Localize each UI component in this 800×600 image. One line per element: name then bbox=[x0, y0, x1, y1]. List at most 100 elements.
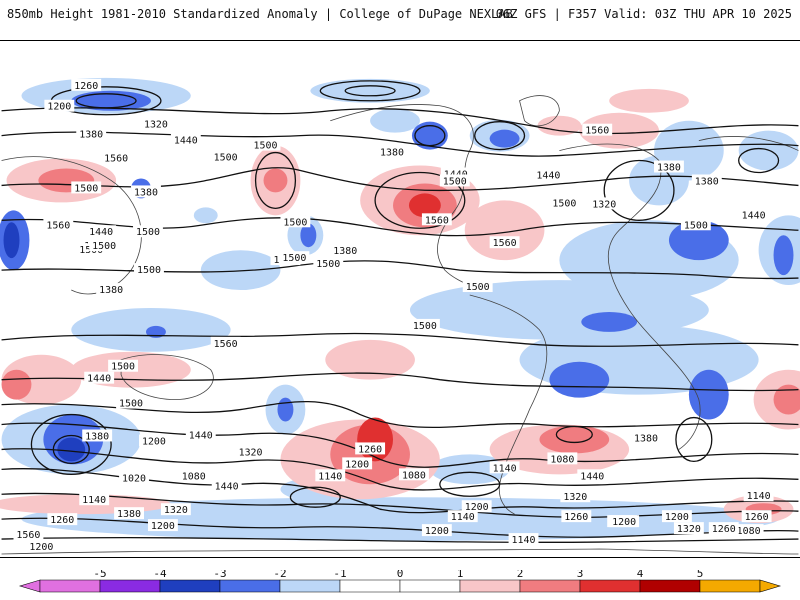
anomaly-region-pos1 bbox=[579, 112, 659, 149]
contour-label: 1380 bbox=[99, 285, 123, 296]
contour-label-bg bbox=[250, 138, 281, 151]
anomaly-region-pos2 bbox=[539, 425, 610, 454]
contour-line-6 bbox=[1, 372, 799, 392]
contour-label-bg bbox=[210, 336, 241, 349]
coastline-4 bbox=[698, 136, 799, 151]
contour-label-bg bbox=[160, 503, 191, 516]
colorbar-box bbox=[39, 579, 101, 593]
contour-label-bg bbox=[79, 493, 110, 506]
contour-label: 1200 bbox=[345, 459, 369, 470]
map-title: 850mb Height 1981-2010 Standardized Anom… bbox=[7, 7, 513, 21]
anomaly-region-neg2 bbox=[688, 369, 729, 420]
model-valid-time: 06Z GFS | F357 Valid: 03Z THU APR 10 202… bbox=[495, 7, 792, 21]
anomaly-region-neg2 bbox=[581, 311, 638, 332]
colorbar-right-arrow bbox=[759, 579, 782, 593]
contour-label-bg bbox=[185, 428, 216, 441]
contour-label-bg bbox=[421, 524, 452, 537]
anomaly-region-neg2 bbox=[489, 129, 520, 148]
closed-contour-12 bbox=[289, 486, 341, 508]
contour-label: 1500 bbox=[119, 399, 143, 410]
contour-label: 1380 bbox=[333, 246, 357, 257]
anomaly-region-neg2 bbox=[668, 220, 729, 261]
contour-line-7 bbox=[1, 400, 799, 429]
contour-label: 1440 bbox=[215, 481, 239, 492]
contour-label-bg bbox=[170, 133, 201, 146]
colorbar-tick-label: 0 bbox=[397, 570, 404, 580]
contour-label: 1560 bbox=[104, 154, 128, 165]
closed-contour-15 bbox=[675, 416, 713, 463]
anomaly-region-neg2 bbox=[411, 121, 448, 150]
contour-label: 1560 bbox=[425, 215, 449, 226]
contour-label-bg bbox=[82, 429, 113, 442]
contour-label-bg bbox=[178, 469, 209, 482]
contour-label: 1080 bbox=[402, 470, 426, 481]
contour-label: 1260 bbox=[712, 524, 736, 535]
colorbar-boxes bbox=[18, 579, 782, 593]
contour-line-10 bbox=[1, 468, 799, 514]
contour-label: 1140 bbox=[512, 535, 536, 546]
colorbar-tick-label: -3 bbox=[213, 570, 226, 580]
anomaly-region-neg3 bbox=[3, 222, 20, 259]
contour-label: 1380 bbox=[117, 509, 141, 520]
contour-label: 1260 bbox=[358, 444, 382, 455]
contour-label-bg bbox=[508, 533, 539, 546]
contour-label: 1200 bbox=[425, 526, 449, 537]
coastline-5 bbox=[120, 354, 214, 401]
anomaly-region-neg2 bbox=[549, 361, 610, 398]
contour-label-bg bbox=[582, 123, 613, 136]
contour-label: 1140 bbox=[82, 495, 106, 506]
closed-contour-14 bbox=[555, 425, 593, 444]
anomaly-region-pos1 bbox=[464, 200, 545, 261]
contour-label-bg bbox=[589, 197, 620, 210]
contour-label: 1440 bbox=[87, 374, 111, 385]
contour-label-bg bbox=[654, 160, 684, 173]
contour-label-bg bbox=[377, 145, 407, 158]
closed-contour-7 bbox=[374, 171, 466, 229]
contour-label-bg bbox=[86, 225, 117, 238]
anomaly-region-neg2 bbox=[277, 397, 294, 422]
contour-label-bg bbox=[44, 99, 75, 112]
contour-label: 1320 bbox=[592, 199, 616, 210]
contour-label: 1440 bbox=[536, 170, 560, 181]
coastline-6 bbox=[519, 95, 560, 127]
contour-label-bg bbox=[399, 468, 429, 481]
contour-label-bg bbox=[461, 500, 492, 513]
contour-label-bg bbox=[47, 513, 78, 526]
closed-contour-11 bbox=[52, 434, 90, 465]
contour-line-13 bbox=[1, 537, 799, 543]
contour-label-bg bbox=[447, 510, 478, 523]
contour-label-bg bbox=[561, 510, 592, 523]
contour-label: 1500 bbox=[316, 259, 340, 270]
contour-label-bg bbox=[13, 528, 44, 541]
contour-label-bg bbox=[101, 151, 132, 164]
colorbar-box bbox=[459, 579, 521, 593]
contour-label: 1380 bbox=[634, 433, 658, 444]
contour-label: 1200 bbox=[151, 521, 175, 532]
contour-label-bg bbox=[738, 208, 769, 221]
contour-label-bg bbox=[330, 244, 361, 257]
contour-label: 1380 bbox=[79, 130, 103, 141]
contour-label: 1500 bbox=[466, 282, 490, 293]
contour-label: 1440 bbox=[89, 227, 113, 238]
contour-label-bg bbox=[43, 218, 74, 231]
contour-label-bg bbox=[342, 457, 373, 470]
colorbar-ticks: -5 -4 -3 -2 -1 0 1 2 3 4 5 bbox=[93, 570, 703, 580]
contour-line-1 bbox=[1, 131, 799, 157]
colorbar-box bbox=[579, 579, 641, 593]
contour-label: 1560 bbox=[493, 238, 517, 249]
colorbar-box bbox=[339, 579, 401, 593]
contour-label: 1500 bbox=[552, 198, 576, 209]
colorbar-box bbox=[399, 579, 461, 593]
colorbar-tick-label: 1 bbox=[457, 570, 464, 580]
contour-label-bg bbox=[139, 434, 169, 447]
contour-label: 1500 bbox=[254, 141, 278, 152]
contour-label: 1380 bbox=[134, 187, 158, 198]
contour-label: 1440 bbox=[189, 430, 213, 441]
contour-label: 1020 bbox=[122, 473, 146, 484]
contour-label: 1500 bbox=[282, 253, 306, 264]
contour-label-bg bbox=[439, 174, 470, 187]
contour-line-8 bbox=[1, 422, 799, 468]
contour-label-bg bbox=[489, 236, 520, 249]
contour-label-bg bbox=[96, 283, 127, 296]
contour-label: 1500 bbox=[413, 321, 437, 332]
